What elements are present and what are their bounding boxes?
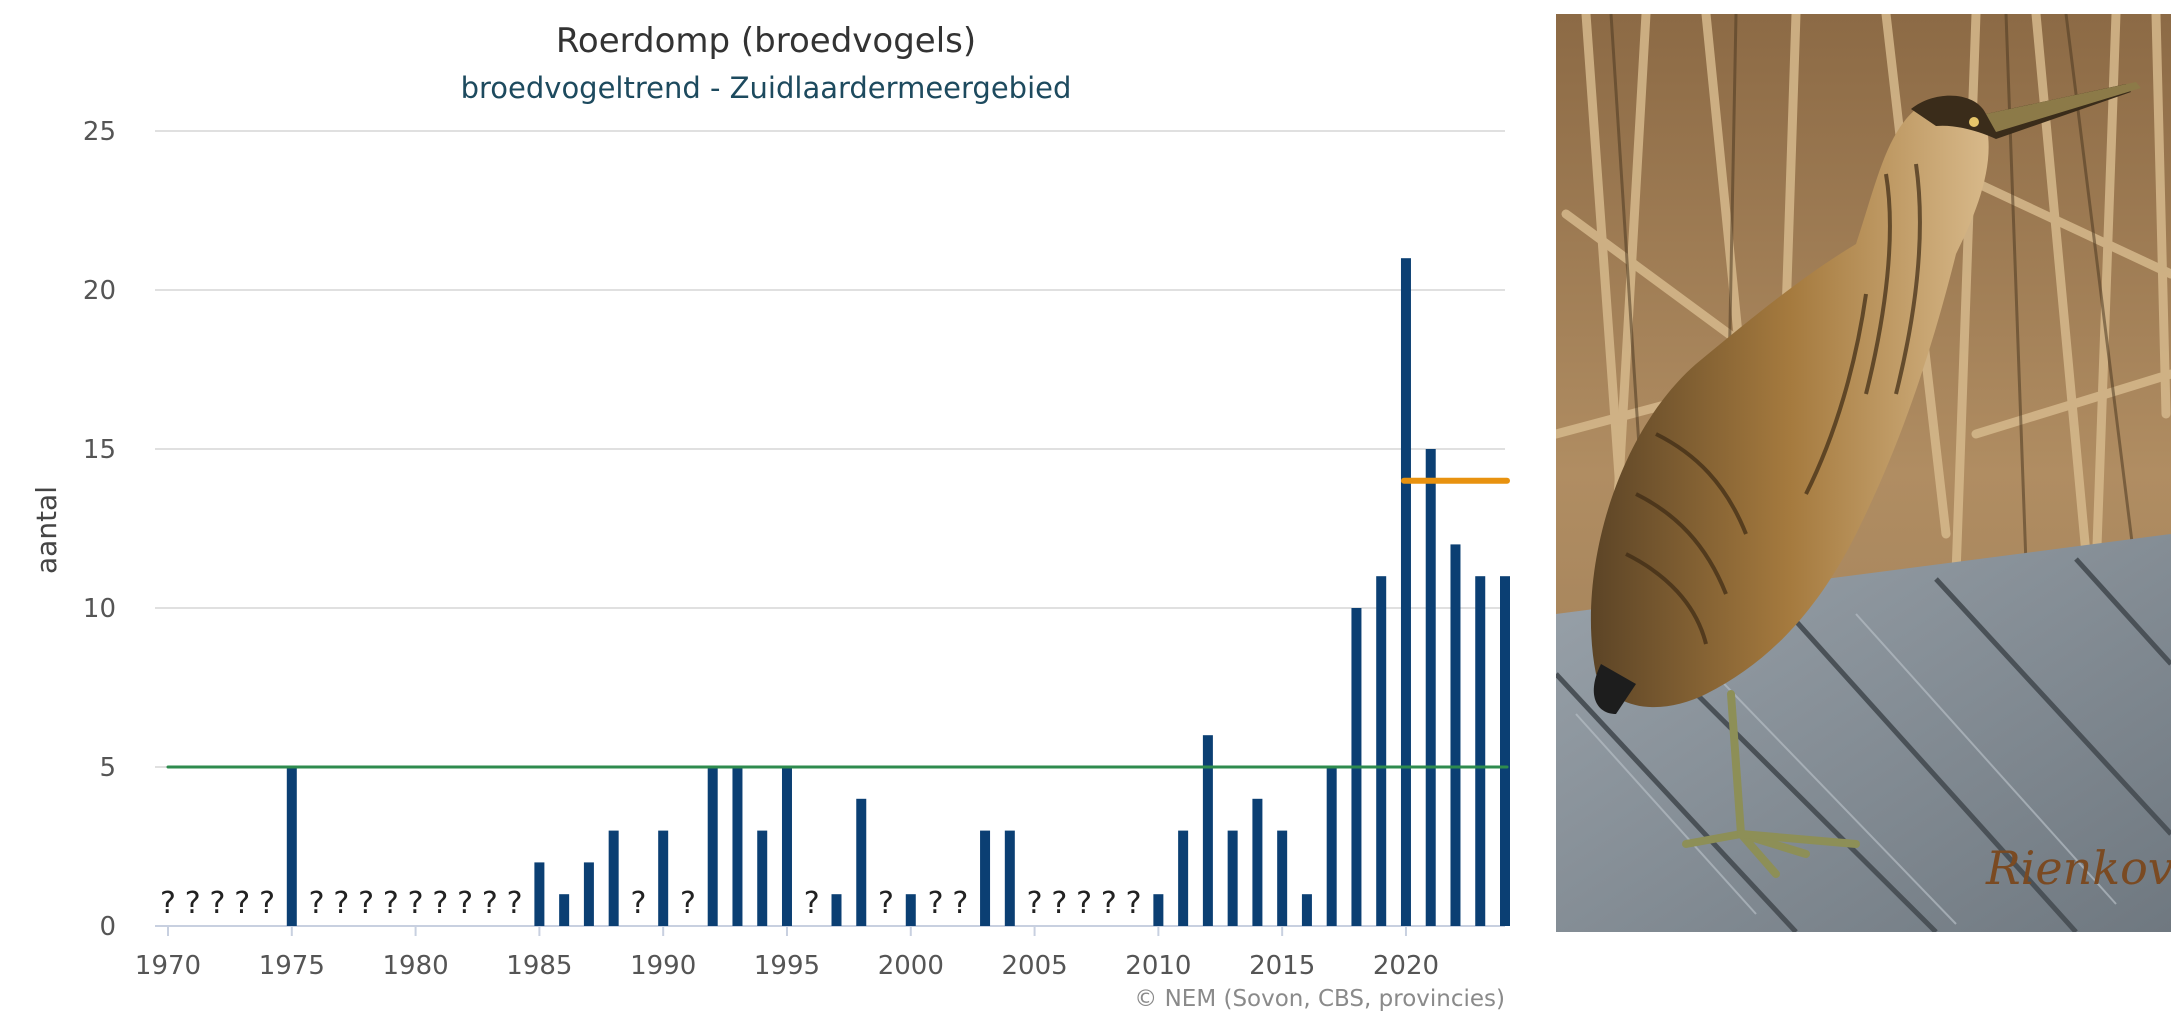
chart-title: Roerdomp (broedvogels) <box>556 21 976 61</box>
missing-marker: ? <box>1126 886 1142 921</box>
y-axis-label: aantal <box>30 486 63 574</box>
bar <box>757 830 768 926</box>
gridlines <box>155 130 1505 927</box>
missing-marker: ? <box>928 886 944 921</box>
x-tick-label: 1995 <box>754 951 820 981</box>
x-tick-label: 1990 <box>630 951 696 981</box>
bar <box>1450 544 1461 926</box>
y-tick-label: 5 <box>99 753 116 783</box>
bar <box>658 830 669 926</box>
missing-marker: ? <box>259 886 275 921</box>
bar <box>1004 830 1015 926</box>
missing-marker: ? <box>383 886 399 921</box>
missing-marker: ? <box>234 886 250 921</box>
missing-marker: ? <box>804 886 820 921</box>
bar <box>559 894 570 926</box>
bar <box>1277 830 1288 926</box>
missing-marker: ? <box>185 886 201 921</box>
bar <box>1301 894 1312 926</box>
y-axis-ticks: 0 5 10 15 20 25 <box>83 117 116 942</box>
reference-lines <box>166 477 1510 769</box>
bar <box>831 894 842 926</box>
bar <box>1425 449 1436 926</box>
missing-marker: ? <box>482 886 498 921</box>
x-tick-label: 2015 <box>1249 951 1315 981</box>
missing-marker: ? <box>1101 886 1117 921</box>
bar <box>1227 830 1238 926</box>
bar <box>608 830 619 926</box>
missing-marker: ? <box>457 886 473 921</box>
bar <box>980 830 991 926</box>
bar <box>1475 576 1486 926</box>
x-tick-label: 1980 <box>383 951 449 981</box>
x-tick-label: 2010 <box>1125 951 1191 981</box>
bar <box>1376 576 1387 926</box>
bar <box>781 767 792 926</box>
x-tick-label: 2000 <box>878 951 944 981</box>
y-tick-label: 10 <box>83 594 116 624</box>
missing-marker: ? <box>432 886 448 921</box>
missing-marker: ? <box>1027 886 1043 921</box>
missing-marker: ? <box>507 886 523 921</box>
bar <box>1400 258 1411 926</box>
bar <box>1326 767 1337 926</box>
chart-credit: © NEM (Sovon, CBS, provincies) <box>1134 986 1505 1012</box>
missing-marker: ? <box>358 886 374 921</box>
y-tick-label: 25 <box>83 117 116 147</box>
bar <box>1252 798 1263 926</box>
bittern-illustration: Rienkov <box>1556 14 2171 932</box>
missing-marker: ? <box>952 886 968 921</box>
missing-marker: ? <box>309 886 325 921</box>
missing-marker: ? <box>878 886 894 921</box>
bar <box>905 894 916 926</box>
bar <box>856 798 867 926</box>
x-tick-label: 2005 <box>1001 951 1067 981</box>
bar-chart: Roerdomp (broedvogels) broedvogeltrend -… <box>30 21 1510 1012</box>
bar <box>1202 735 1213 926</box>
x-tick-label: 1970 <box>135 951 201 981</box>
x-tick-label: 2020 <box>1373 951 1439 981</box>
bar <box>1153 894 1164 926</box>
chart-subtitle: broedvogeltrend - Zuidlaardermeergebied <box>461 71 1072 105</box>
missing-marker: ? <box>1051 886 1067 921</box>
bar <box>1500 576 1510 926</box>
bar <box>583 862 594 926</box>
bittern-photo: Rienkov <box>1556 14 2171 932</box>
y-tick-label: 0 <box>99 912 116 942</box>
x-tick-label: 1975 <box>259 951 325 981</box>
bar <box>286 767 297 926</box>
bars <box>286 258 1510 926</box>
missing-marker: ? <box>680 886 696 921</box>
missing-marker: ? <box>210 886 226 921</box>
missing-marker: ? <box>1076 886 1092 921</box>
missing-marker: ? <box>630 886 646 921</box>
x-tick-label: 1985 <box>506 951 572 981</box>
bar <box>1178 830 1189 926</box>
missing-markers: ????????????????????????? <box>160 886 1142 921</box>
bar <box>534 862 545 926</box>
missing-marker: ? <box>333 886 349 921</box>
bar <box>707 767 718 926</box>
missing-marker: ? <box>408 886 424 921</box>
y-tick-label: 15 <box>83 435 116 465</box>
bar <box>732 767 743 926</box>
photo-signature: Rienkov <box>1985 841 2171 895</box>
missing-marker: ? <box>160 886 176 921</box>
x-axis-ticks: 1970 1975 1980 1985 1990 1995 2000 2005 2010 2015… <box>135 925 1505 981</box>
y-tick-label: 20 <box>83 276 116 306</box>
